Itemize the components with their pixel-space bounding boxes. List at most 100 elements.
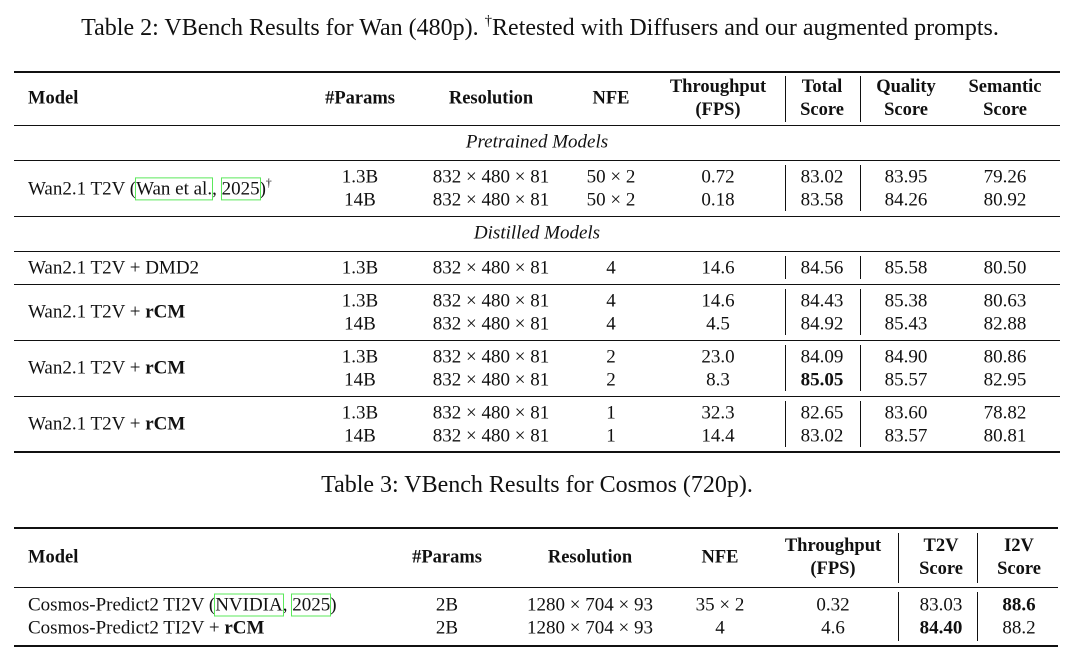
citation-link[interactable]: 2025 — [220, 177, 261, 201]
header-line: Throughput — [669, 77, 767, 97]
citation-link[interactable]: 2025 — [291, 593, 332, 617]
table-cell: 32.3 — [701, 402, 735, 423]
citation-link[interactable]: NVIDIA — [214, 593, 284, 617]
rule — [14, 395, 1060, 397]
text-segment: rCM — [145, 413, 186, 435]
table-cell: 83.58 — [800, 189, 844, 210]
table-cell: 1.3B — [341, 290, 379, 311]
header-line: Resolution — [448, 88, 534, 109]
table-cell: 50 × 2 — [586, 166, 636, 187]
table-cell: 1 — [606, 402, 616, 423]
rule — [14, 250, 1060, 252]
table-cell: 2 — [606, 346, 616, 367]
column-header: I2V Score — [997, 535, 1041, 581]
text-segment: Wan2.1 T2V + — [28, 357, 146, 379]
table-cell: 2B — [435, 617, 459, 639]
text-segment: † — [265, 176, 272, 190]
table-cell: 84.90 — [884, 346, 928, 367]
header-line: Model — [28, 88, 79, 109]
header-line: Model — [28, 547, 79, 568]
text-segment: Wan2.1 T2V ( — [28, 178, 137, 200]
table-cell: 832 × 480 × 81 — [432, 369, 550, 390]
table-cell: 85.57 — [884, 369, 928, 390]
text-segment: Wan2.1 T2V + DMD2 — [28, 257, 200, 278]
model-name: Wan2.1 T2V + rCM — [28, 415, 185, 434]
header-line: (FPS) — [695, 100, 741, 120]
vertical-rule — [860, 256, 861, 279]
rule — [14, 283, 1060, 285]
table-cell: 85.05 — [800, 369, 844, 390]
table-cell: 0.72 — [701, 166, 735, 187]
table-cell: 80.50 — [983, 257, 1027, 278]
column-header: #Params — [412, 547, 482, 570]
table-caption: Table 2: VBench Results for Wan (480p). … — [81, 12, 999, 42]
vertical-rule — [860, 345, 861, 391]
text-segment: † — [484, 12, 493, 29]
header-line: Total — [801, 77, 843, 97]
header-line: NFE — [701, 547, 739, 568]
table-cell: 14B — [344, 369, 376, 390]
header-line: Score — [919, 559, 963, 579]
table-cell: 832 × 480 × 81 — [432, 189, 550, 210]
rule — [14, 339, 1060, 341]
text-segment: , — [212, 178, 222, 200]
header-line: Score — [884, 100, 928, 120]
column-header: T2V Score — [919, 535, 963, 581]
citation-link[interactable]: Wan et al. — [135, 177, 214, 201]
header-line: Score — [983, 100, 1027, 120]
table-cell: 85.58 — [884, 257, 928, 278]
header-line: NFE — [592, 88, 630, 109]
table-cell: 8.3 — [706, 369, 730, 390]
header-line: Semantic — [968, 77, 1042, 97]
table-cell: 82.88 — [983, 313, 1027, 334]
table-cell: 84.43 — [800, 290, 844, 311]
table-cell: 84.26 — [884, 189, 928, 210]
table-cell: 0.32 — [816, 594, 850, 616]
table-cell: 1 — [606, 425, 616, 446]
vertical-rule — [860, 401, 861, 447]
table-cell: 14B — [344, 425, 376, 446]
table-cell: 80.81 — [983, 425, 1027, 446]
rule — [14, 124, 1060, 126]
table-cell: 79.26 — [983, 166, 1027, 187]
model-name: Wan2.1 T2V (Wan et al., 2025)† — [28, 176, 272, 201]
section-title: Distilled Models — [473, 222, 601, 244]
header-line: Score — [997, 559, 1041, 579]
table-cell: 84.40 — [919, 617, 963, 639]
table-caption: Table 3: VBench Results for Cosmos (720p… — [321, 473, 753, 497]
text-segment: rCM — [145, 301, 186, 323]
text-segment: Retested with Diffusers and our augmente… — [492, 15, 999, 42]
text-segment: ) — [259, 178, 266, 200]
table-cell: 84.92 — [800, 313, 844, 334]
text-segment: , — [282, 594, 293, 616]
table-cell: 35 × 2 — [695, 594, 745, 616]
vertical-rule — [977, 592, 978, 641]
table-cell: 1.3B — [341, 166, 379, 187]
table-cell: 14B — [344, 189, 376, 210]
rule — [14, 451, 1060, 453]
text-segment: Table 2: VBench Results for Wan (480p). — [81, 15, 485, 42]
table-cell: 4 — [606, 313, 616, 334]
table-cell: 1.3B — [341, 402, 379, 423]
rule — [14, 215, 1060, 217]
column-header: Total Score — [800, 76, 844, 122]
table-cell: 14.4 — [701, 425, 735, 446]
vertical-rule — [898, 533, 899, 583]
vertical-rule — [977, 533, 978, 583]
header-line: (FPS) — [810, 559, 856, 579]
table-cell: 14.6 — [701, 290, 735, 311]
column-header: Throughput (FPS) — [670, 76, 766, 122]
rule — [14, 527, 1058, 529]
vertical-rule — [860, 289, 861, 335]
table-cell: 50 × 2 — [586, 189, 636, 210]
table-cell: 83.02 — [800, 425, 844, 446]
text-segment: Cosmos-Predict2 TI2V + — [28, 617, 225, 639]
vertical-rule — [898, 592, 899, 641]
vertical-rule — [785, 401, 786, 447]
header-line: Throughput — [784, 536, 882, 556]
table-cell: 832 × 480 × 81 — [432, 346, 550, 367]
table-cell: 14B — [344, 313, 376, 334]
table-cell: 83.95 — [884, 166, 928, 187]
header-line: Quality — [876, 77, 936, 97]
